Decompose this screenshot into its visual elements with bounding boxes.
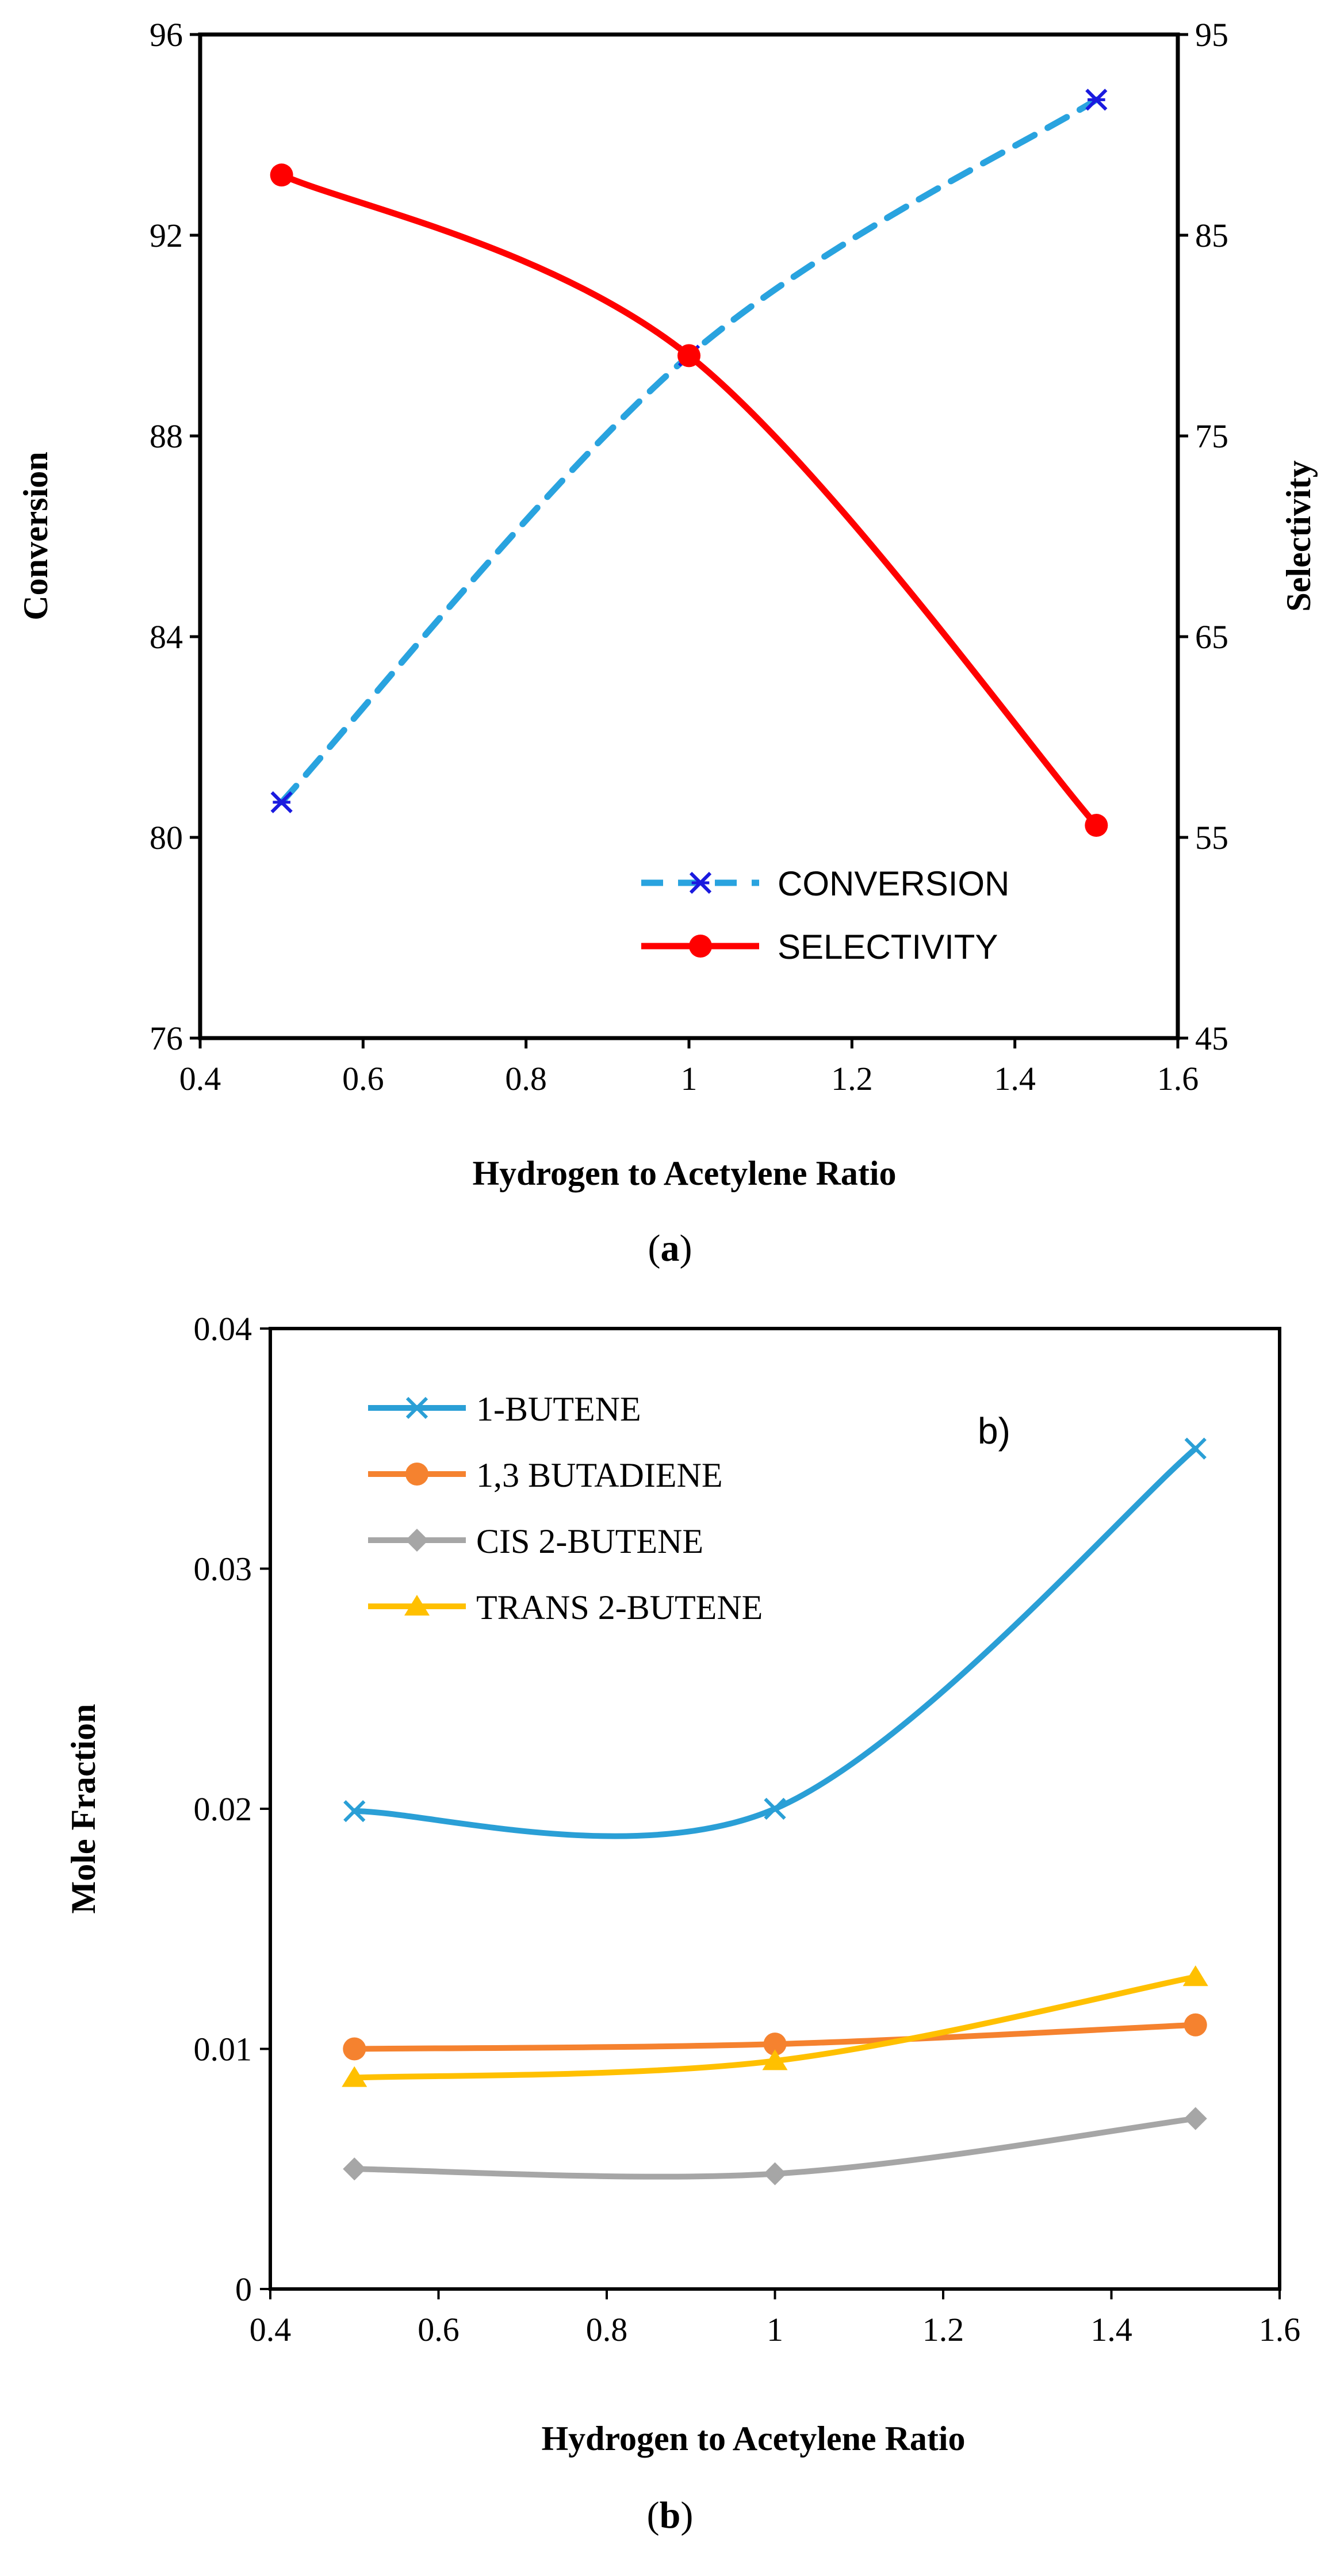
selectivity-point [270,163,293,187]
1-butene-series-line [351,1445,1199,1839]
y-tick-label: 80 [150,819,183,856]
selectivity-point [1085,814,1108,837]
panel-b-tick-labels: 0.4 0.6 0.8 1 1.2 1.4 1.6 0 0.01 0.02 0.03 0.04 [194,1310,1301,2348]
panel-b-y-axis-title: Mole Fraction [64,1704,102,1914]
y-tick-label: 88 [150,418,183,455]
panel-a-y-axis-title: Conversion [17,451,55,620]
x-tick-label: 1.2 [831,1060,873,1097]
cis-2-butene-point [763,2162,787,2185]
trans-2-butene-point [1182,1965,1208,1986]
y2-tick-label: 55 [1195,819,1228,856]
y-tick-label: 96 [150,16,183,53]
legend-1-butene-label: 1-BUTENE [476,1390,641,1428]
legend-trans-2-butene-marker [404,1595,430,1616]
1-butene-point [764,1797,786,1820]
y-tick-label: 0.04 [194,1310,252,1348]
x-tick-label: 0.6 [342,1060,384,1097]
panel-a-tick-labels: 0.4 0.6 0.8 1 1.2 1.4 1.6 76 80 84 88 92 96 45 55 65 75 8… [150,16,1228,1097]
panel-b-legend: 1-BUTENE 1,3 BUTADIENE CIS 2-BUTENE TRANS 2… [368,1390,763,1626]
conversion-series-line [278,96,1100,806]
x-tick-label: 1.4 [1090,2311,1132,2348]
panel-a-chart: 0.4 0.6 0.8 1 1.2 1.4 1.6 76 80 84 88 92 96 45 55 65 75 8… [17,16,1318,1269]
y-tick-label: 0 [235,2271,252,2308]
x-tick-label: 1.6 [1259,2311,1301,2348]
1-3-butadiene-point [1184,2013,1207,2037]
legend-1-3-butadiene-label: 1,3 BUTADIENE [476,1456,722,1494]
y-tick-label: 0.03 [194,1551,252,1588]
selectivity-series-line [278,171,1100,829]
legend-selectivity-label: SELECTIVITY [778,928,998,966]
panel-a-plot-frame [198,32,1180,1040]
x-tick-label: 0.6 [418,2311,460,2348]
panel-b-chart: 0.4 0.6 0.8 1 1.2 1.4 1.6 0 0.01 0.02 0.03 0.04 Mol… [64,1310,1300,2536]
cis-2-butene-point [1184,2107,1207,2130]
panel-b-caption: (b) [647,2494,694,2536]
cis-2-butene-point [343,2157,366,2181]
x-tick-label: 0.4 [179,1060,221,1097]
y-tick-label: 0.01 [194,2031,252,2068]
x-tick-label: 0.8 [586,2311,628,2348]
legend-trans-2-butene-label: TRANS 2-BUTENE [476,1589,763,1626]
y-tick-label: 0.02 [194,1790,252,1828]
x-tick-label: 1.6 [1157,1060,1199,1097]
trans-2-butene-point [762,2049,788,2070]
1-butene-point [1184,1437,1207,1460]
panel-a-y2-axis-title: Selectivity [1280,460,1318,611]
x-tick-label: 0.8 [505,1060,547,1097]
x-tick-label: 1 [681,1060,698,1097]
x-tick-label: 1.4 [994,1060,1036,1097]
y2-tick-label: 45 [1195,1020,1228,1057]
legend-selectivity-marker [689,935,712,958]
x-tick-label: 1.2 [922,2311,964,2348]
panel-b-x-axis-title: Hydrogen to Acetylene Ratio [541,2420,965,2458]
legend-1-3-butadiene-marker [405,1463,428,1486]
y-tick-label: 92 [150,217,183,254]
selectivity-point [677,344,700,368]
panel-a-series [270,89,1108,837]
panel-a-caption: (a) [648,1227,692,1269]
y2-tick-label: 75 [1195,418,1228,455]
panel-a-legend: CONVERSION SELECTIVITY [641,864,1009,966]
y-tick-label: 84 [150,618,183,656]
1-butene-point [343,1800,366,1823]
panel-b-series [342,1437,1208,2185]
legend-cis-2-butene-marker [405,1529,428,1552]
panel-a-tick-marks [190,33,1188,1048]
x-tick-label: 0.4 [250,2311,292,2348]
legend-conversion-marker [689,871,712,894]
legend-1-butene-marker [405,1396,428,1419]
conversion-point [1085,89,1108,111]
x-tick-label: 1 [767,2311,783,2348]
y2-tick-label: 65 [1195,618,1228,656]
legend-conversion-label: CONVERSION [778,864,1009,903]
legend-cis-2-butene-label: CIS 2-BUTENE [476,1522,703,1560]
panel-a-x-axis-title: Hydrogen to Acetylene Ratio [472,1154,896,1192]
y-tick-label: 76 [150,1020,183,1057]
y2-tick-label: 95 [1195,16,1228,53]
panel-b-annotation: b) [978,1410,1010,1452]
1-3-butadiene-point [763,2033,787,2056]
conversion-point [270,791,293,814]
trans-2-butene-point [342,2066,367,2087]
1-3-butadiene-point [343,2037,366,2061]
y2-tick-label: 85 [1195,217,1228,254]
panel-b-plot-frame [269,1327,1281,2291]
